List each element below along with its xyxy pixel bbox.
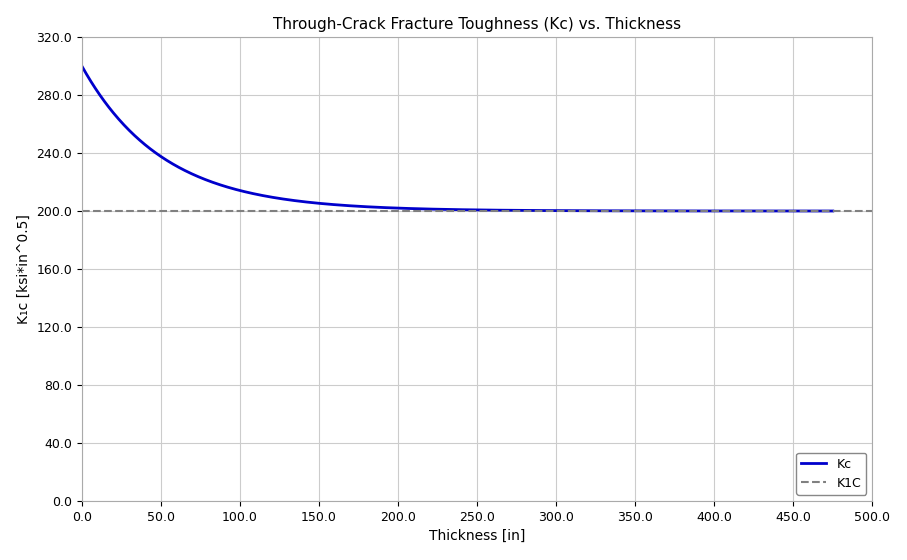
K1C	[76, 208, 87, 214]
Kc	[153, 152, 164, 158]
Y-axis label: K₁c [ksi*in^0.5]: K₁c [ksi*in^0.5]	[16, 214, 31, 324]
Kc	[827, 208, 838, 214]
X-axis label: Thickness [in]: Thickness [in]	[429, 529, 525, 543]
Kc	[76, 63, 87, 69]
K1C	[78, 208, 89, 214]
Legend: Kc, K1C: Kc, K1C	[796, 452, 866, 495]
Kc	[676, 208, 687, 214]
Kc	[380, 204, 391, 211]
Line: Kc: Kc	[82, 66, 833, 211]
Kc	[592, 207, 603, 214]
Title: Through-Crack Fracture Toughness (Kc) vs. Thickness: Through-Crack Fracture Toughness (Kc) vs…	[273, 17, 681, 32]
Kc	[407, 205, 418, 212]
Kc	[662, 208, 673, 214]
